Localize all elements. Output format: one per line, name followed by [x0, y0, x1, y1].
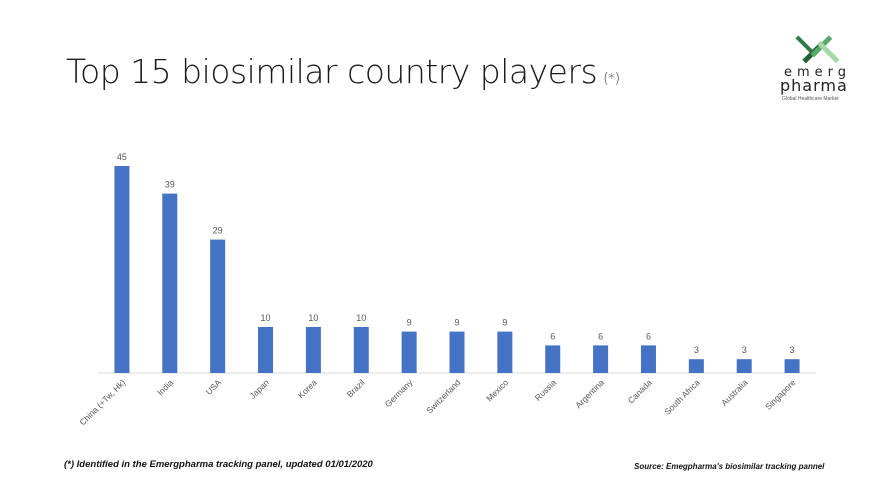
- bar: [640, 345, 656, 373]
- x-tick-label: Argentina: [573, 377, 606, 410]
- source-note: Source: Emegpharma's biosimilar tracking…: [634, 462, 825, 471]
- data-label: 29: [213, 226, 223, 236]
- x-tick-label: Australia: [719, 377, 750, 408]
- data-label: 10: [261, 313, 271, 323]
- footnote: (*) Identified in the Emergpharma tracki…: [64, 459, 373, 470]
- data-label: 6: [646, 331, 651, 341]
- bar: [210, 239, 226, 373]
- logo-tagline: Global Healthcare Market: [782, 96, 839, 102]
- data-label: 6: [598, 331, 603, 341]
- data-label: 9: [502, 318, 507, 328]
- bar: [688, 359, 704, 373]
- chart-title-text: Top 15 biosimilar country players: [66, 52, 598, 91]
- logo-stripe-4: [795, 35, 813, 53]
- x-tick-label: USA: [204, 377, 224, 397]
- bar: [784, 359, 800, 373]
- x-tick-label: China (+Tw, Hk): [77, 377, 127, 427]
- bar: [545, 345, 561, 373]
- data-label: 39: [165, 180, 175, 190]
- bar: [353, 327, 369, 373]
- x-tick-label: Russia: [533, 377, 559, 403]
- bar: [736, 359, 752, 373]
- x-tick-label: Germany: [383, 377, 415, 409]
- data-label: 3: [790, 345, 795, 355]
- data-label: 10: [356, 313, 366, 323]
- emergpharma-logo: emerg pharma Global Healthcare Market: [770, 30, 870, 110]
- logo-stripe-3: [817, 41, 840, 64]
- data-label: 9: [407, 318, 412, 328]
- x-tick-label: India: [155, 377, 175, 397]
- x-tick-label: Singapore: [763, 377, 798, 412]
- x-tick-label: Switzerland: [424, 377, 462, 415]
- x-tick-label: Canada: [626, 377, 654, 405]
- x-tick-label: Mexico: [484, 377, 510, 403]
- data-label: 3: [742, 345, 747, 355]
- bar: [162, 193, 178, 373]
- x-tick-label: South Africa: [662, 377, 702, 417]
- data-label: 45: [117, 152, 127, 162]
- logo-word-emerg: emerg: [784, 65, 852, 80]
- x-tick-label: Korea: [296, 377, 319, 400]
- bar: [258, 327, 274, 373]
- data-label: 10: [308, 313, 318, 323]
- chart-title: Top 15 biosimilar country players (*): [66, 52, 620, 91]
- x-tick-label: Japan: [247, 377, 271, 401]
- logo-icon: [795, 35, 840, 64]
- bar: [401, 331, 417, 373]
- data-label: 6: [550, 331, 555, 341]
- data-label: 9: [454, 318, 459, 328]
- data-label: 3: [694, 345, 699, 355]
- bar: [497, 331, 513, 373]
- bar: [114, 166, 130, 373]
- bar: [449, 331, 465, 373]
- title-footnote-mark: (*): [603, 71, 620, 87]
- bar: [593, 345, 609, 373]
- bar: [305, 327, 321, 373]
- logo-word-pharma: pharma: [780, 76, 848, 95]
- x-tick-label: Brazil: [345, 377, 367, 399]
